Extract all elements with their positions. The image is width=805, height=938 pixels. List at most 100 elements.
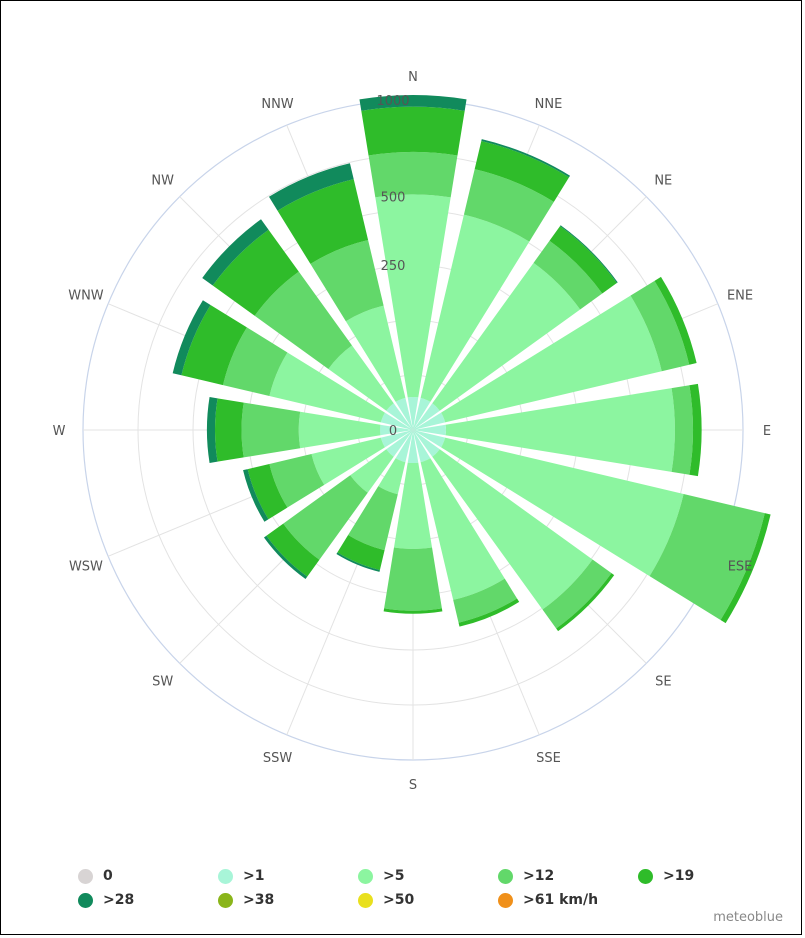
bar-segment-ese bbox=[649, 493, 765, 620]
legend-item[interactable]: 0 bbox=[78, 868, 113, 884]
radial-tick-label: 0 bbox=[389, 424, 397, 439]
bar-segment-s bbox=[393, 462, 433, 549]
bar-segment-w bbox=[298, 411, 381, 449]
bar-segment-sw bbox=[350, 449, 394, 493]
bar-segment-sw bbox=[283, 475, 368, 560]
legend-swatch bbox=[358, 868, 373, 884]
bar-segment-sse bbox=[413, 430, 431, 463]
bar-segment-ssw bbox=[348, 486, 398, 551]
direction-label-s: S bbox=[409, 778, 417, 793]
bar-segment-nnw bbox=[277, 179, 369, 264]
legend-swatch bbox=[498, 892, 513, 908]
bar-segment-nnw bbox=[395, 397, 413, 430]
bar-segment-n bbox=[361, 106, 465, 156]
legend-swatch bbox=[78, 868, 93, 884]
radial-tick-label: 250 bbox=[381, 259, 406, 274]
direction-label-nw: NW bbox=[151, 174, 174, 189]
legend-item[interactable]: >19 bbox=[638, 868, 694, 884]
direction-label-ne: NE bbox=[654, 174, 672, 189]
legend-label: >38 bbox=[243, 892, 275, 908]
credit-label: meteoblue bbox=[713, 910, 783, 925]
direction-label-wnw: WNW bbox=[68, 289, 104, 304]
bar-segment-wsw bbox=[247, 463, 288, 520]
bar-segment-sw bbox=[266, 523, 320, 577]
bar-segment-ene bbox=[413, 412, 446, 430]
legend-label: >19 bbox=[663, 868, 695, 884]
legend-label: >12 bbox=[523, 868, 555, 884]
legend-swatch bbox=[498, 868, 513, 884]
bar-segment-wnw bbox=[380, 412, 413, 430]
bar-segment-w bbox=[206, 397, 218, 463]
direction-label-ese: ESE bbox=[728, 559, 753, 574]
bar-segment-ssw bbox=[337, 535, 385, 570]
bar-segment-e bbox=[689, 383, 702, 477]
bar-segment-ene bbox=[630, 280, 690, 372]
bar-segment-n bbox=[368, 151, 458, 198]
bar-segment-wnw bbox=[172, 300, 211, 376]
direction-label-nne: NNE bbox=[535, 97, 563, 112]
legend-label: 0 bbox=[103, 868, 113, 884]
direction-label-w: W bbox=[53, 424, 66, 439]
legend-item[interactable]: >38 bbox=[218, 892, 274, 908]
direction-label-sw: SW bbox=[152, 674, 173, 689]
bar-segment-sw bbox=[386, 430, 413, 457]
direction-label-e: E bbox=[763, 424, 771, 439]
legend-swatch bbox=[78, 892, 93, 908]
legend-swatch bbox=[638, 868, 653, 884]
direction-label-sse: SSE bbox=[536, 751, 561, 766]
bar-segment-w bbox=[241, 402, 301, 458]
bar-segment-sse bbox=[453, 578, 518, 623]
bar-segment-n bbox=[359, 95, 467, 111]
legend-swatch bbox=[218, 868, 233, 884]
bar-segment-wnw bbox=[269, 352, 385, 423]
bar-segment-se bbox=[556, 573, 615, 632]
bar-segment-ese bbox=[720, 513, 771, 624]
direction-label-ene: ENE bbox=[727, 289, 753, 304]
legend-item[interactable]: >1 bbox=[218, 868, 264, 884]
legend-item[interactable]: >61 km/h bbox=[498, 892, 598, 908]
legend-item[interactable]: >28 bbox=[78, 892, 134, 908]
bar-segment-n bbox=[375, 194, 451, 398]
radial-tick-label: 1000 bbox=[376, 94, 409, 109]
bar-segment-s bbox=[383, 608, 443, 614]
bar-segment-ene bbox=[441, 295, 662, 423]
radial-tick-label: 500 bbox=[381, 191, 406, 206]
bar-segment-nne bbox=[463, 169, 554, 242]
bar-segment-ne bbox=[549, 226, 617, 294]
legend-item[interactable]: >50 bbox=[358, 892, 414, 908]
bar-segment-nw bbox=[254, 271, 352, 369]
legend-item[interactable]: >12 bbox=[498, 868, 554, 884]
bar-segment-wsw bbox=[311, 437, 385, 485]
legend-item[interactable]: >5 bbox=[358, 868, 404, 884]
legend-swatch bbox=[218, 892, 233, 908]
bar-segment-wsw bbox=[380, 430, 413, 448]
bar-segment-nw bbox=[386, 403, 413, 430]
bar-segment-sw bbox=[263, 535, 308, 580]
bar-segment-nne bbox=[413, 397, 431, 430]
bar-segment-e bbox=[671, 385, 694, 475]
bar-segment-nw bbox=[328, 345, 394, 411]
bar-segment-e bbox=[445, 388, 675, 472]
bar-segment-ssw bbox=[336, 552, 380, 572]
bar-segment-ese bbox=[441, 437, 684, 577]
bar-segment-ne bbox=[432, 262, 581, 411]
bar-segment-nw bbox=[212, 229, 299, 316]
bar-segment-se bbox=[432, 449, 593, 610]
legend-label: >5 bbox=[383, 868, 405, 884]
bar-segment-wnw bbox=[223, 327, 288, 397]
legend-label: >61 km/h bbox=[523, 892, 599, 908]
bar-segment-wsw bbox=[243, 469, 269, 522]
bar-segment-wnw bbox=[181, 304, 247, 386]
bar-segment-nne bbox=[420, 214, 530, 402]
direction-label-wsw: WSW bbox=[69, 559, 103, 574]
bar-segment-nne bbox=[481, 139, 571, 178]
legend-swatch bbox=[358, 892, 373, 908]
direction-label-se: SE bbox=[655, 674, 671, 689]
bar-segment-s bbox=[407, 430, 419, 464]
legend-label: >50 bbox=[383, 892, 415, 908]
bar-segment-w bbox=[215, 398, 244, 462]
legend-label: >1 bbox=[243, 868, 265, 884]
bar-segment-nnw bbox=[268, 163, 354, 211]
bar-segment-n bbox=[407, 397, 419, 430]
bar-segment-ene bbox=[654, 276, 697, 365]
